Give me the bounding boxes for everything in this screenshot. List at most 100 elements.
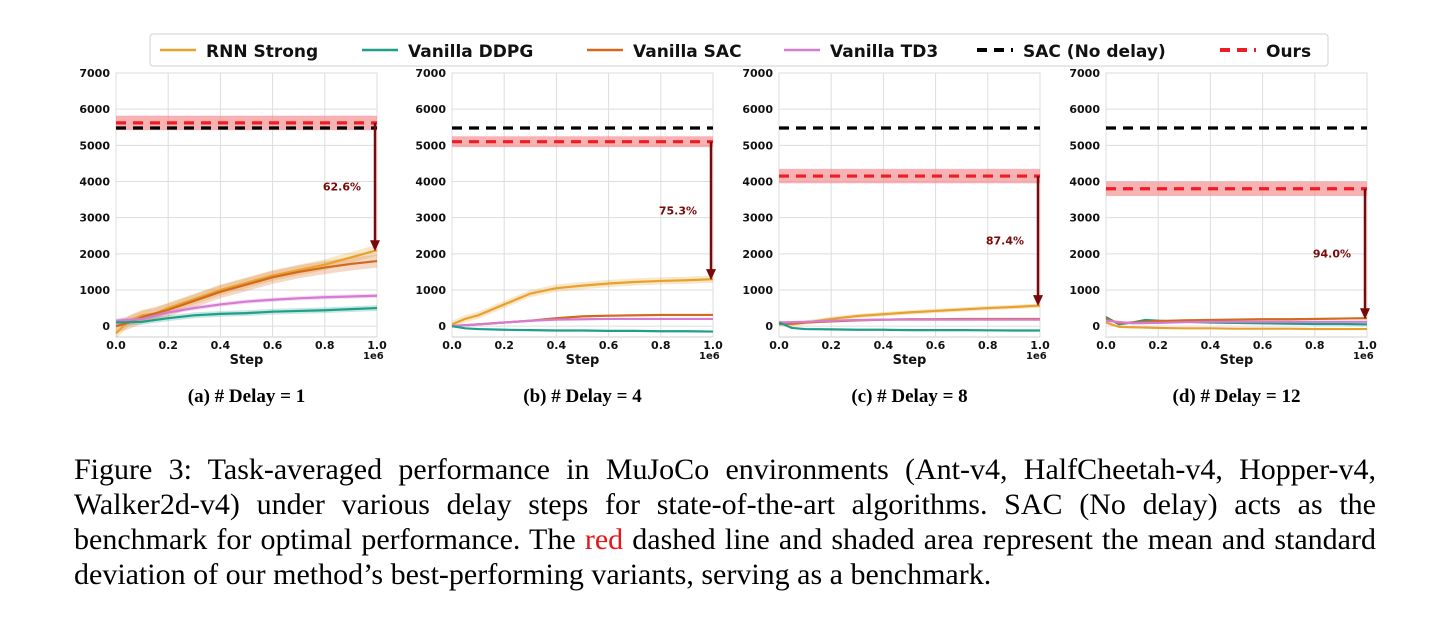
plot-area [778,72,1041,338]
y-tick-label: 3000 [742,212,773,225]
legend-item-ours: Ours [1220,42,1311,62]
x-tick-label: 1.0 [1357,339,1377,352]
series-line-ddpg [451,325,714,333]
gap-arrow-head [1360,308,1370,320]
y-tick-label: 5000 [79,139,110,152]
legend-label: RNN Strong [206,42,318,62]
gap-arrow-head [370,240,380,252]
x-tick-label: 0.6 [263,339,283,352]
x-tick-label: 0.4 [1201,339,1221,352]
series-line-sac [115,259,378,328]
y-tick-label: 0 [1092,320,1100,333]
y-tick-label: 4000 [1069,175,1100,188]
x-tick-label: 0.6 [1253,339,1273,352]
legend-frame [149,33,1329,67]
y-tick-label: 6000 [415,103,446,116]
y-tick-label: 1000 [1069,284,1100,297]
y-tick-label: 7000 [79,67,110,80]
y-tick-label: 4000 [742,175,773,188]
y-tick-label: 2000 [1069,248,1100,261]
gap-annotation: 62.6% [323,181,361,194]
x-tick-label: 0.6 [926,339,946,352]
panel-subtitle: (b) # Delay = 4 [523,386,642,407]
x-tick-label: 0.2 [158,339,178,352]
series-line-td3 [778,318,1040,324]
x-axis-label: Step [1220,353,1254,368]
chart-panel-2: 0 1000 2000 3000 4000 5000 6000 7000 0.0 0.2 0.4 0.… [415,67,723,407]
y-tick-label: 0 [765,320,773,333]
plot-area [451,72,714,338]
ours-std-band [779,168,1040,184]
y-tick-label: 4000 [79,175,110,188]
y-tick-label: 2000 [415,248,446,261]
legend-item-sac-no-delay: SAC (No delay) [977,42,1166,62]
x-multiplier: 1e6 [1026,351,1047,362]
y-tick-label: 1000 [79,284,110,297]
gap-annotation: 75.3% [659,204,697,217]
series-line-td3 [451,317,713,328]
y-tick-label: 7000 [742,67,773,80]
ours-std-band [1106,181,1367,196]
y-tick-label: 1000 [415,284,446,297]
ours-std-band [452,136,713,148]
x-tick-label: 0.2 [1148,339,1168,352]
y-tick-label: 5000 [415,139,446,152]
panel-subtitle: (a) # Delay = 1 [188,386,305,407]
y-tick-label: 3000 [1069,212,1100,225]
y-tick-label: 1000 [742,284,773,297]
x-multiplier: 1e6 [363,351,384,362]
x-tick-label: 0.8 [1305,339,1325,352]
x-tick-label: 0.0 [106,339,126,352]
x-tick-label: 1.0 [367,339,387,352]
x-tick-label: 0.8 [651,339,671,352]
gap-arrow-head [1033,295,1043,307]
caption-text-2: dashed line and shaded area represent th… [74,523,1376,591]
plot-area [1105,72,1368,338]
panel-subtitle: (d) # Delay = 12 [1173,386,1301,407]
x-tick-label: 1.0 [1030,339,1050,352]
x-multiplier: 1e6 [699,351,720,362]
x-tick-label: 0.0 [1096,339,1116,352]
y-tick-label: 6000 [742,103,773,116]
x-tick-label: 0.4 [874,339,894,352]
x-multiplier: 1e6 [1353,351,1374,362]
y-tick-label: 6000 [1069,103,1100,116]
legend-label: Vanilla DDPG [408,42,533,62]
y-tick-label: 2000 [742,248,773,261]
legend-label: Vanilla TD3 [830,42,938,62]
y-tick-label: 0 [438,320,446,333]
y-tick-label: 7000 [415,67,446,80]
gap-arrow-head [706,269,716,281]
series-line-ddpg [778,321,1040,332]
legend-label: Ours [1266,42,1311,62]
x-tick-label: 0.0 [769,339,789,352]
y-tick-label: 6000 [79,103,110,116]
y-tick-label: 7000 [1069,67,1100,80]
legend-label: Vanilla SAC [633,42,742,62]
x-axis-label: Step [893,353,927,368]
x-tick-label: 0.8 [315,339,335,352]
caption-red-word: red [584,523,624,556]
x-axis-label: Step [230,353,264,368]
x-tick-label: 0.0 [442,339,462,352]
y-tick-label: 2000 [79,248,110,261]
legend: RNN Strong Vanilla DDPG Vanilla SAC Vanilla… [149,33,1329,67]
legend-item-rnn-strong: RNN Strong [160,42,318,62]
legend-item-vanilla-sac: Vanilla SAC [587,42,742,62]
y-tick-label: 4000 [415,175,446,188]
x-tick-label: 0.6 [599,339,619,352]
series-line-td3 [1105,319,1367,325]
x-tick-label: 0.4 [547,339,567,352]
chart-panel-3: 0 1000 2000 3000 4000 5000 6000 7000 0.0 0.2 0.4 0.… [742,67,1050,407]
series-line-rnn [115,249,378,335]
chart-panel-1: 0 1000 2000 3000 4000 5000 6000 7000 0.0 0.2 0.4 0.… [79,67,387,407]
y-tick-label: 0 [102,320,110,333]
x-tick-label: 0.8 [978,339,998,352]
x-tick-label: 0.2 [494,339,514,352]
series-line-ddpg [115,306,378,324]
gap-annotation: 94.0% [1313,247,1351,260]
legend-item-vanilla-td3: Vanilla TD3 [784,42,938,62]
y-tick-label: 5000 [742,139,773,152]
x-tick-label: 0.2 [821,339,841,352]
figure-panels: RNN Strong Vanilla DDPG Vanilla SAC Vanilla… [79,33,1377,407]
